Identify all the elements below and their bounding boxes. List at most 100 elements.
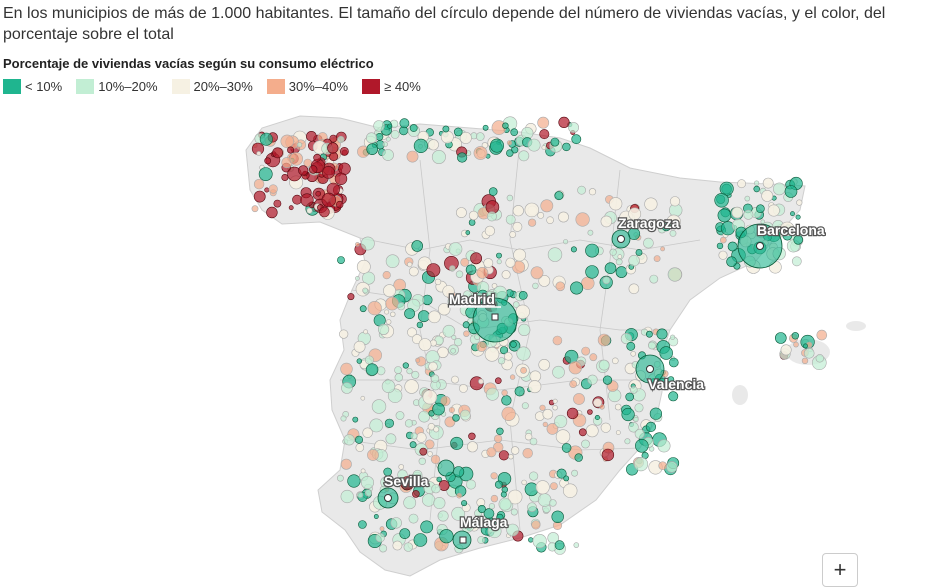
- municipality-circle[interactable]: [506, 140, 513, 146]
- municipality-circle[interactable]: [451, 506, 466, 521]
- municipality-circle[interactable]: [669, 229, 677, 237]
- municipality-circle[interactable]: [442, 324, 456, 338]
- municipality-circle[interactable]: [399, 528, 411, 539]
- municipality-circle[interactable]: [343, 434, 355, 446]
- municipality-circle[interactable]: [296, 142, 303, 148]
- municipality-circle[interactable]: [490, 472, 498, 480]
- municipality-circle[interactable]: [629, 386, 638, 394]
- municipality-circle[interactable]: [373, 514, 379, 519]
- municipality-circle[interactable]: [341, 382, 353, 394]
- municipality-circle[interactable]: [287, 146, 295, 154]
- municipality-circle[interactable]: [531, 520, 541, 530]
- municipality-circle[interactable]: [381, 379, 396, 393]
- municipality-circle[interactable]: [266, 206, 278, 219]
- municipality-circle[interactable]: [340, 362, 353, 376]
- municipality-circle[interactable]: [431, 150, 446, 165]
- municipality-circle[interactable]: [489, 138, 504, 153]
- municipality-circle[interactable]: [542, 408, 554, 420]
- municipality-circle[interactable]: [362, 271, 376, 285]
- municipality-circle[interactable]: [360, 236, 375, 251]
- municipality-circle[interactable]: [717, 208, 732, 223]
- municipality-circle[interactable]: [272, 147, 283, 159]
- municipality-circle[interactable]: [392, 540, 403, 551]
- municipality-circle[interactable]: [816, 329, 828, 341]
- municipality-circle[interactable]: [660, 246, 665, 252]
- municipality-circle[interactable]: [375, 532, 385, 543]
- municipality-circle[interactable]: [413, 138, 429, 153]
- municipality-circle[interactable]: [566, 407, 579, 420]
- municipality-circle[interactable]: [668, 357, 679, 368]
- municipality-circle[interactable]: [452, 414, 460, 422]
- municipality-circle[interactable]: [340, 489, 354, 504]
- municipality-circle[interactable]: [410, 432, 418, 440]
- municipality-circle[interactable]: [440, 395, 451, 407]
- municipality-circle[interactable]: [504, 352, 513, 361]
- municipality-circle[interactable]: [600, 215, 613, 228]
- municipality-circle[interactable]: [726, 256, 737, 268]
- municipality-circle[interactable]: [780, 344, 792, 356]
- municipality-circle[interactable]: [494, 480, 503, 489]
- municipality-circle[interactable]: [795, 214, 801, 220]
- municipality-circle[interactable]: [561, 443, 572, 453]
- municipality-circle[interactable]: [385, 136, 391, 142]
- municipality-circle[interactable]: [459, 131, 472, 144]
- municipality-circle[interactable]: [404, 419, 414, 428]
- municipality-circle[interactable]: [477, 536, 486, 544]
- municipality-circle[interactable]: [516, 346, 531, 361]
- municipality-circle[interactable]: [570, 281, 584, 295]
- municipality-circle[interactable]: [626, 341, 636, 351]
- municipality-circle[interactable]: [496, 513, 504, 522]
- municipality-circle[interactable]: [340, 415, 347, 422]
- municipality-circle[interactable]: [408, 266, 419, 277]
- municipality-circle[interactable]: [510, 508, 518, 516]
- municipality-circle[interactable]: [600, 422, 611, 433]
- municipality-circle[interactable]: [512, 205, 524, 217]
- municipality-circle[interactable]: [416, 321, 424, 329]
- municipality-circle[interactable]: [357, 491, 364, 498]
- municipality-circle[interactable]: [493, 442, 504, 453]
- municipality-circle[interactable]: [483, 508, 495, 519]
- municipality-circle[interactable]: [360, 395, 366, 401]
- municipality-circle[interactable]: [399, 118, 410, 129]
- municipality-circle[interactable]: [506, 523, 519, 537]
- municipality-circle[interactable]: [364, 355, 374, 365]
- municipality-circle[interactable]: [364, 489, 373, 497]
- municipality-circle[interactable]: [418, 457, 426, 465]
- municipality-circle[interactable]: [382, 271, 391, 280]
- municipality-circle[interactable]: [486, 447, 497, 458]
- municipality-circle[interactable]: [394, 373, 403, 382]
- municipality-circle[interactable]: [352, 416, 359, 423]
- municipality-circle[interactable]: [484, 225, 496, 236]
- municipality-circle[interactable]: [524, 433, 533, 441]
- municipality-circle[interactable]: [615, 258, 623, 266]
- municipality-circle[interactable]: [551, 510, 564, 523]
- municipality-circle[interactable]: [336, 200, 344, 209]
- municipality-circle[interactable]: [667, 376, 675, 383]
- municipality-circle[interactable]: [390, 517, 402, 529]
- municipality-circle[interactable]: [448, 242, 463, 256]
- municipality-circle[interactable]: [347, 293, 355, 301]
- municipality-circle[interactable]: [430, 454, 441, 465]
- municipality-circle[interactable]: [306, 131, 317, 142]
- municipality-circle[interactable]: [288, 205, 294, 211]
- municipality-circle[interactable]: [418, 410, 431, 423]
- municipality-circle[interactable]: [362, 287, 369, 294]
- municipality-circle[interactable]: [615, 266, 628, 278]
- municipality-circle[interactable]: [367, 449, 379, 461]
- municipality-circle[interactable]: [604, 262, 617, 275]
- municipality-circle[interactable]: [624, 438, 631, 445]
- municipality-circle[interactable]: [499, 346, 508, 355]
- municipality-circle[interactable]: [459, 409, 471, 421]
- municipality-circle[interactable]: [501, 486, 508, 493]
- municipality-circle[interactable]: [609, 248, 617, 256]
- municipality-circle[interactable]: [649, 407, 663, 420]
- municipality-circle[interactable]: [436, 476, 442, 483]
- municipality-circle[interactable]: [542, 421, 548, 428]
- municipality-circle[interactable]: [339, 329, 349, 339]
- municipality-circle[interactable]: [327, 142, 339, 154]
- municipality-circle[interactable]: [424, 439, 435, 450]
- municipality-circle[interactable]: [555, 281, 566, 292]
- municipality-circle[interactable]: [585, 243, 599, 258]
- municipality-circle[interactable]: [575, 212, 590, 227]
- municipality-circle[interactable]: [347, 474, 361, 488]
